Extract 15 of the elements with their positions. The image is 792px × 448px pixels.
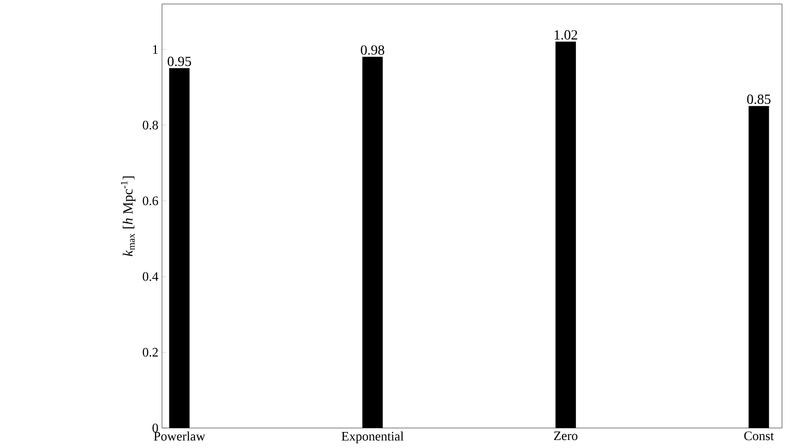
y-tick-label: 0.6: [142, 196, 158, 206]
data-label: 0.95: [168, 56, 192, 66]
data-label: 0.85: [747, 94, 770, 104]
x-tick-label: Exponential: [342, 432, 404, 444]
data-label: 0.98: [360, 45, 384, 55]
y-tick-label: 0.8: [142, 120, 158, 130]
y-tick-label: 1: [153, 45, 158, 54]
y-axis-title: k$_{max}$ [h Mpc$^{-1}$]: [120, 176, 136, 256]
x-tick-label: Const: [744, 432, 774, 440]
x-tick-label: Zero: [554, 432, 578, 440]
y-tick-label: 0.2: [142, 348, 158, 357]
y-tick-label: 0: [152, 424, 158, 432]
y-tick-label: 0.4: [142, 272, 158, 281]
data-label: 1.02: [554, 30, 578, 40]
x-tick-label: Powerlaw: [154, 432, 206, 441]
